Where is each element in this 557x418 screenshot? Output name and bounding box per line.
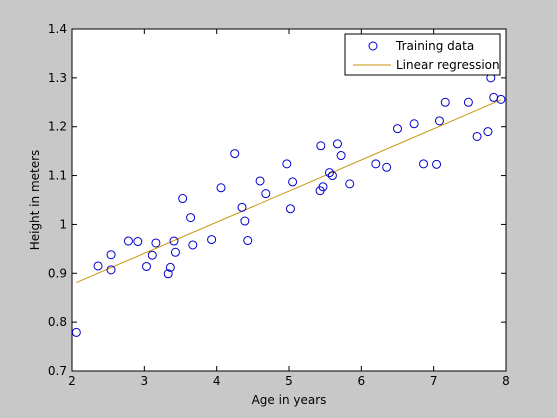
axes: 2 3 4 5 6 7 8 0.7 0.8 0.9 1 1.1 1.2 1.3 1.4 (48, 22, 510, 388)
data-point (188, 240, 198, 250)
data-point (237, 202, 247, 212)
data-point (163, 269, 173, 279)
data-point (255, 176, 265, 186)
data-point (106, 250, 116, 260)
axes-box (71, 28, 507, 372)
data-point (327, 171, 337, 181)
y-tick-label: 1.2 (48, 120, 67, 134)
data-point (472, 131, 482, 141)
data-point (336, 151, 346, 161)
data-point (371, 159, 381, 169)
data-point (178, 194, 188, 204)
data-point (496, 94, 506, 104)
data-point (151, 238, 161, 248)
data-point (288, 177, 298, 187)
y-tick-label: 1 (59, 217, 67, 231)
data-point (243, 236, 253, 246)
data-point (434, 116, 444, 126)
y-tick-label: 1.4 (48, 22, 67, 36)
data-point (169, 236, 179, 246)
data-point (325, 168, 335, 178)
data-point (123, 236, 133, 246)
data-point (240, 216, 250, 226)
x-tick-label: 6 (358, 374, 366, 388)
data-point (332, 139, 342, 149)
data-point (261, 189, 271, 199)
data-point (285, 204, 295, 214)
data-point (106, 265, 116, 275)
data-point (142, 261, 152, 271)
plot-area (71, 73, 506, 337)
data-point (419, 159, 429, 169)
data-point (170, 247, 180, 257)
data-point (409, 119, 419, 129)
data-point (165, 262, 175, 272)
data-point (382, 162, 392, 172)
regression-line (76, 99, 502, 284)
y-tick-label: 1.3 (48, 71, 67, 85)
data-point (93, 261, 103, 271)
data-point (316, 141, 326, 151)
data-point (393, 124, 402, 134)
data-point (207, 235, 217, 245)
legend-label: Linear regression (396, 58, 500, 72)
data-point (483, 127, 493, 137)
data-point (216, 183, 226, 193)
data-point (133, 237, 143, 247)
x-tick-label: 4 (213, 374, 221, 388)
legend: Training data Linear regression (344, 33, 501, 76)
data-point (432, 159, 442, 169)
data-point (463, 97, 473, 107)
legend-marker-training (368, 41, 378, 51)
data-point (186, 213, 196, 223)
y-tick-label: 0.9 (48, 266, 67, 280)
y-tick-label: 1.1 (48, 169, 67, 183)
data-point (318, 182, 328, 192)
x-tick-label: 5 (285, 374, 293, 388)
data-point (282, 159, 292, 169)
x-tick-label: 3 (141, 374, 149, 388)
data-point (71, 327, 81, 337)
legend-label: Training data (395, 39, 474, 53)
x-tick-label: 7 (430, 374, 438, 388)
x-tick-label: 2 (68, 374, 76, 388)
y-tick-label: 0.8 (48, 315, 67, 329)
x-tick-label: 8 (502, 374, 510, 388)
x-axis-label: Age in years (252, 393, 327, 407)
data-point (147, 250, 157, 260)
y-tick-label: 0.7 (48, 364, 67, 378)
legend-box (344, 33, 501, 76)
data-point (440, 97, 450, 107)
y-axis-label: Height in meters (28, 150, 42, 251)
data-point (230, 149, 240, 159)
data-point (345, 179, 355, 189)
